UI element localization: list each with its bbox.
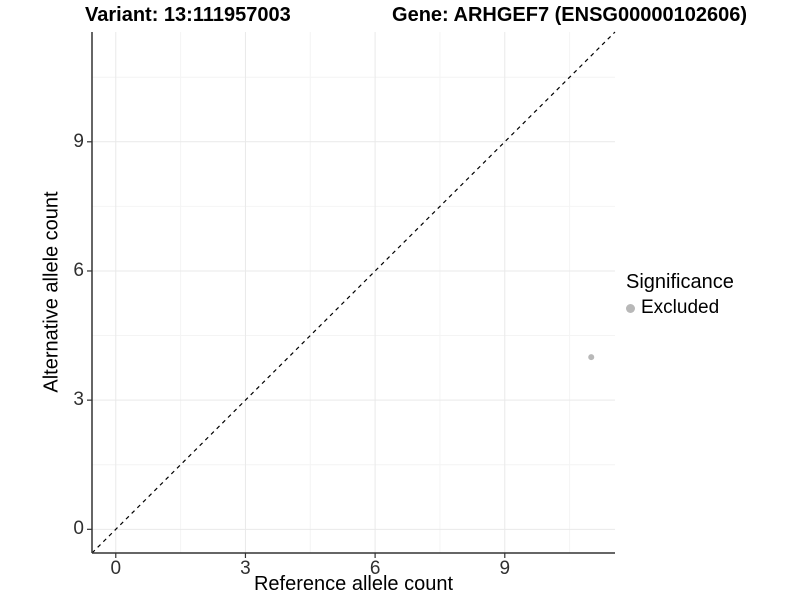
y-tick-label: 9 <box>73 130 84 152</box>
identity-reference-line <box>91 31 616 554</box>
variant-title: Variant: 13:111957003 <box>85 4 291 26</box>
legend-point-icon <box>626 303 635 313</box>
legend-items: Excluded <box>626 297 734 319</box>
legend-item-label: Excluded <box>641 297 720 318</box>
legend-title: Significance <box>626 271 734 293</box>
x-tick-label: 3 <box>240 558 251 579</box>
x-tick-label: 9 <box>499 558 511 579</box>
y-tick-label: 3 <box>73 389 84 411</box>
x-axis-title: Reference allele count <box>253 573 453 595</box>
y-tick-label: 6 <box>73 259 84 281</box>
x-tick-label: 0 <box>110 558 122 579</box>
legend: Significance Excluded <box>626 271 734 319</box>
legend-item: Excluded <box>626 297 734 319</box>
y-axis-title: Alternative allele count <box>40 191 63 393</box>
data-point <box>588 354 595 361</box>
x-tick-label: 6 <box>369 558 381 579</box>
y-tick-label: 0 <box>73 518 84 540</box>
gene-title: Gene: ARHGEF7 (ENSG00000102606) <box>392 4 747 26</box>
